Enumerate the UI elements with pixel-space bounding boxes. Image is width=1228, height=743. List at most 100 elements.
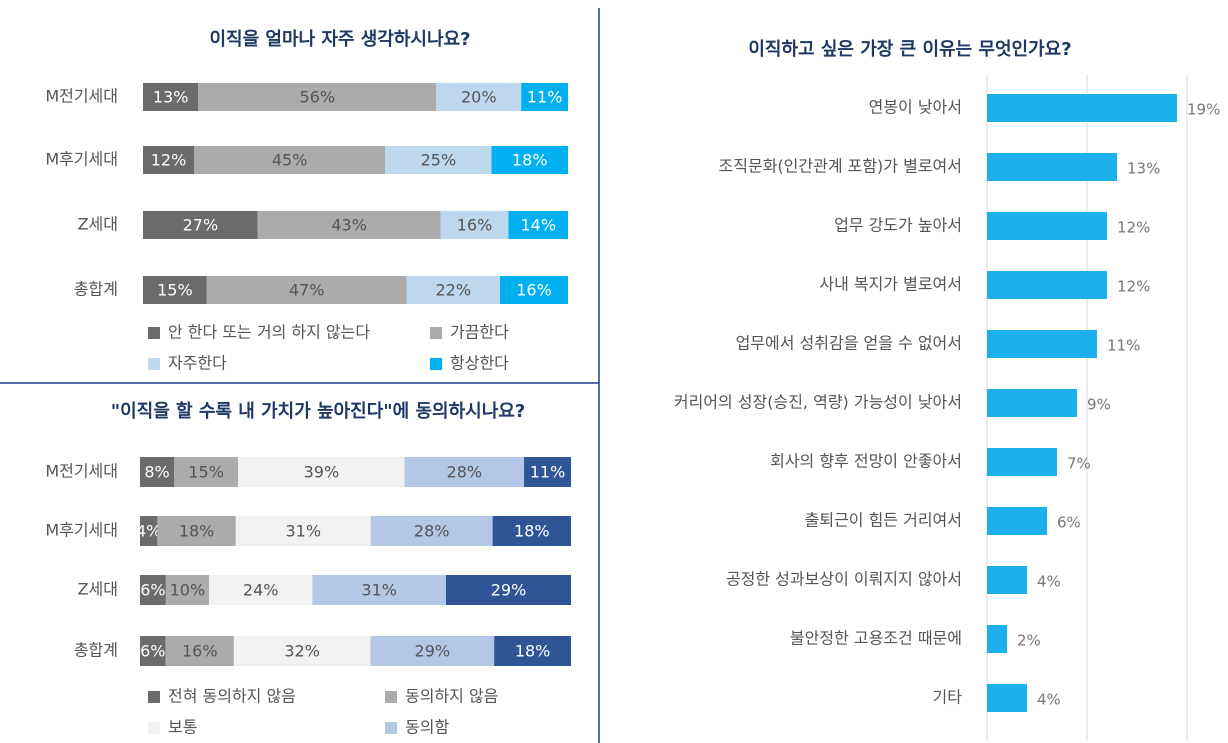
bar: [987, 271, 1107, 299]
bar-segment: [143, 276, 207, 304]
value-label: 12%: [1117, 278, 1150, 296]
value-label: 14%: [520, 216, 556, 235]
bar-segment: [206, 276, 407, 304]
value-label: 24%: [243, 581, 279, 600]
category-label: 총합계: [74, 641, 118, 660]
category-label: Z세대: [78, 215, 118, 234]
value-label: 15%: [157, 281, 193, 300]
bar-segment: [492, 516, 571, 546]
bar-segment: [143, 146, 194, 174]
legend-label: 자주한다: [168, 354, 227, 373]
value-label: 9%: [1087, 396, 1111, 414]
category-label: 총합계: [74, 280, 118, 299]
bar-segment: [140, 575, 166, 605]
bar-segment: [508, 211, 568, 239]
value-label: 13%: [153, 88, 189, 107]
value-label: 6%: [140, 581, 165, 600]
value-label: 12%: [151, 151, 187, 170]
bar-segment: [257, 211, 441, 239]
value-label: 45%: [272, 151, 308, 170]
bar-segment: [194, 146, 386, 174]
bar: [987, 212, 1107, 240]
value-label: 8%: [144, 463, 169, 482]
bar-segment: [165, 575, 209, 605]
category-label: 조직문화(인간관계 포함)가 별로여서: [719, 157, 962, 176]
value-label: 28%: [414, 522, 450, 541]
bar: [987, 625, 1007, 653]
legend-swatch: [430, 358, 442, 370]
value-label: 22%: [435, 281, 471, 300]
value-label: 25%: [421, 151, 457, 170]
legend-swatch: [148, 722, 160, 734]
bar: [987, 153, 1117, 181]
category-label: M후기세대: [45, 150, 118, 169]
category-label: 불안정한 고용조건 때문에: [790, 629, 962, 648]
legend-label: 전혀 동의하지 않음: [168, 687, 296, 706]
category-label: 연봉이 낮아서: [869, 98, 962, 117]
value-label: 28%: [447, 463, 483, 482]
value-label: 12%: [1117, 219, 1150, 237]
value-label: 18%: [515, 642, 551, 661]
value-label: 29%: [491, 581, 527, 600]
bar-segment: [521, 83, 568, 111]
legend-swatch: [148, 327, 160, 339]
legend-swatch: [430, 327, 442, 339]
bar: [987, 330, 1097, 358]
chart-title: "이직을 할 수록 내 가치가 높아진다"에 동의하시나요?: [111, 400, 526, 422]
value-label: 20%: [461, 88, 497, 107]
category-label: 회사의 향후 전망이 안좋아서: [770, 452, 962, 471]
bar-segment: [143, 211, 258, 239]
bar: [987, 507, 1047, 535]
bar-segment: [370, 636, 495, 666]
value-label: 18%: [179, 522, 215, 541]
bar-segment: [312, 575, 447, 605]
bar-segment: [491, 146, 568, 174]
value-label: 11%: [530, 463, 566, 482]
legend-label: 안 한다 또는 거의 하지 않는다: [168, 323, 370, 342]
category-label: 공정한 성과보상이 이뤄지지 않아서: [726, 570, 962, 589]
value-label: 27%: [183, 216, 219, 235]
bar: [987, 389, 1077, 417]
legend-label: 동의함: [405, 718, 449, 737]
value-label: 43%: [331, 216, 367, 235]
category-label: Z세대: [78, 580, 118, 599]
category-label: 출퇴근이 힘든 거리여서: [805, 511, 962, 530]
bar-segment: [370, 516, 493, 546]
value-label: 7%: [1067, 455, 1091, 473]
bar-segment: [143, 83, 199, 111]
bar-segment: [446, 575, 571, 605]
bar-segment: [406, 276, 500, 304]
value-label: 19%: [1187, 101, 1220, 119]
bar-segment: [140, 516, 158, 546]
value-label: 18%: [514, 522, 550, 541]
value-label: 4%: [1037, 691, 1061, 709]
bar-segment: [436, 83, 522, 111]
bar: [987, 684, 1027, 712]
bar: [987, 94, 1177, 122]
value-label: 4%: [136, 522, 161, 541]
category-label: 업무 강도가 높아서: [834, 216, 962, 235]
value-label: 10%: [170, 581, 206, 600]
bar-segment: [198, 83, 437, 111]
legend-swatch: [385, 691, 397, 703]
value-label: 32%: [284, 642, 320, 661]
bar-segment: [208, 575, 313, 605]
category-label: 사내 복지가 별로여서: [819, 275, 962, 294]
category-label: M전기세대: [45, 87, 118, 106]
value-label: 39%: [304, 463, 340, 482]
bar-segment: [494, 636, 571, 666]
category-label: M후기세대: [45, 521, 118, 540]
value-label: 18%: [512, 151, 548, 170]
bar-segment: [140, 636, 166, 666]
bar-segment: [524, 457, 571, 487]
chart-title: 이직을 얼마나 자주 생각하시나요?: [209, 29, 470, 50]
bar-segment: [174, 457, 239, 487]
category-label: 기타: [933, 688, 963, 707]
bar-segment: [157, 516, 236, 546]
category-label: 업무에서 성취감을 얻을 수 없어서: [736, 334, 962, 353]
bar-segment: [500, 276, 568, 304]
value-label: 15%: [188, 463, 224, 482]
legend-label: 보통: [168, 718, 197, 737]
legend-label: 항상한다: [450, 354, 509, 373]
